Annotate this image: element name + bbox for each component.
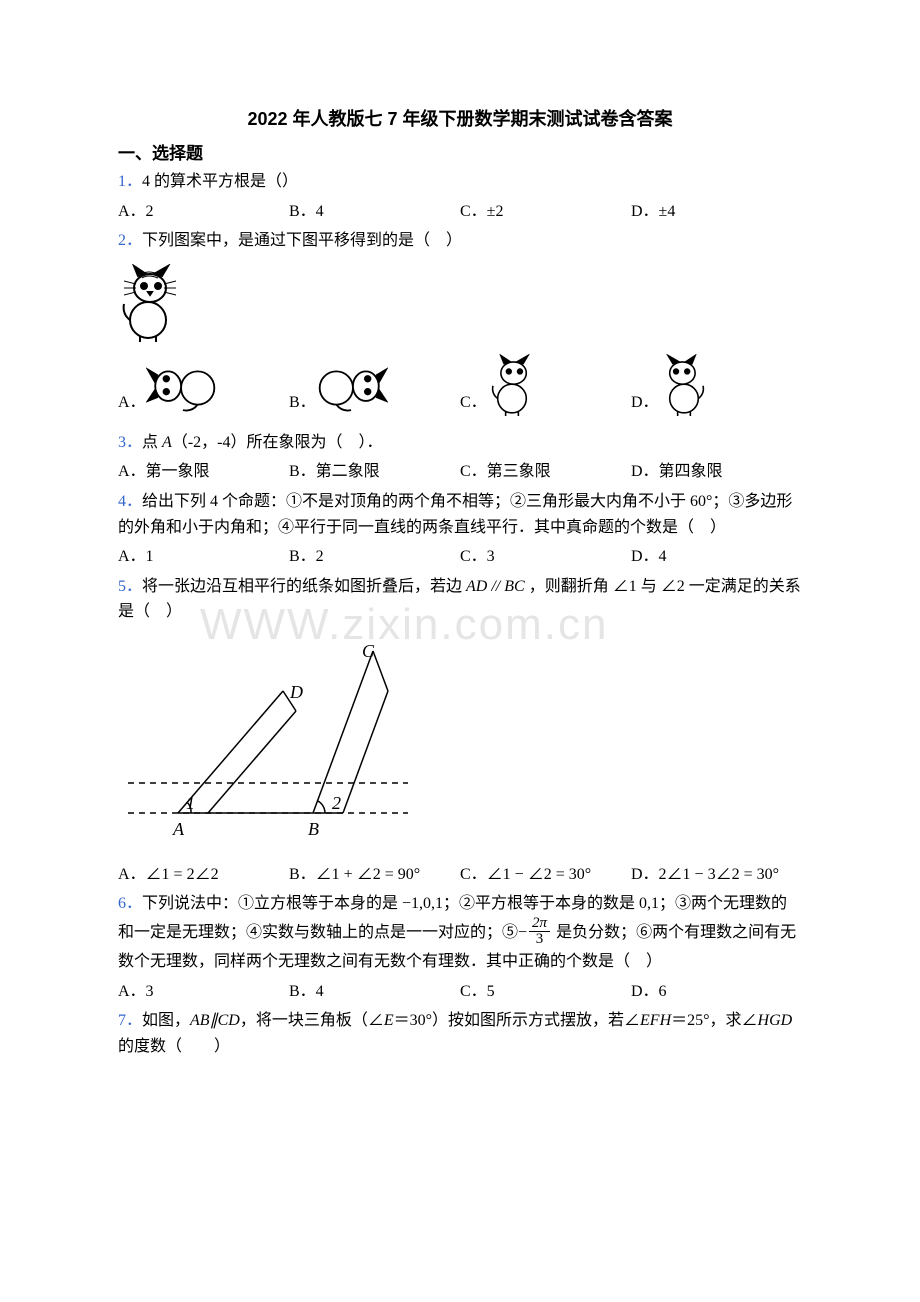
q3-opt-a: A．第一象限	[118, 459, 289, 485]
q3-opt-d: D．第四象限	[631, 459, 802, 485]
question-2: 2．下列图案中，是通过下图平移得到的是（ ）	[118, 228, 802, 254]
q4-opt-c: C．3	[460, 544, 631, 570]
q2-opt-a-label: A．	[118, 390, 146, 416]
q6-fraction: 2π3	[529, 916, 550, 949]
q7-text2: ，将一块三角板（∠	[240, 1012, 384, 1029]
q7-text1: 如图，	[142, 1012, 190, 1029]
q2-original-figure	[118, 264, 802, 342]
q1-options: A．2 B．4 C．±2 D．±4	[118, 199, 802, 225]
q2-opt-d: D．	[631, 354, 802, 416]
question-7: 7．如图，AB∥CD，将一块三角板（∠E＝30°）按如图所示方式摆放，若∠EFH…	[118, 1008, 802, 1059]
q2-opt-d-label: D．	[631, 390, 659, 416]
q4-opt-d: D．4	[631, 544, 802, 570]
q1-opt-d: D．±4	[631, 199, 802, 225]
q3-options: A．第一象限 B．第二象限 C．第三象限 D．第四象限	[118, 459, 802, 485]
q3-opt-c: C．第三象限	[460, 459, 631, 485]
q2-options: A． B．	[118, 354, 802, 416]
q1-opt-c: C．±2	[460, 199, 631, 225]
question-4: 4．给出下列 4 个命题：①不是对顶角的两个角不相等；②三角形最大内角不小于 6…	[118, 489, 802, 540]
q2-opt-c-label: C．	[460, 390, 487, 416]
cat-icon-rotated-right	[316, 360, 388, 416]
q7-ang-hgd: HGD	[758, 1012, 793, 1029]
q7-text3: ＝30°）按如图所示方式摆放，若∠	[394, 1012, 640, 1029]
svg-text:B: B	[308, 819, 319, 839]
q6-frac-den: 3	[529, 932, 550, 948]
q3-point: A	[162, 434, 172, 451]
q5-figure: C D 1 2 A B	[118, 643, 802, 852]
page-title: 2022 年人教版七 7 年级下册数学期末测试试卷含答案	[118, 105, 802, 134]
q7-parallel: AB∥CD	[190, 1012, 240, 1029]
q6-opt-c: C．5	[460, 979, 631, 1005]
cat-icon-rotated-left	[146, 360, 218, 416]
svg-text:1: 1	[186, 793, 195, 813]
q7-text5: 的度数（ ）	[118, 1038, 230, 1055]
q5-opt-d: D．2∠1 − 3∠2 = 30°	[631, 862, 802, 888]
q6-frac-num: 2π	[529, 916, 550, 933]
q2-opt-c: C．	[460, 354, 631, 416]
cat-icon	[118, 264, 178, 342]
q2-text: 下列图案中，是通过下图平移得到的是（ ）	[142, 232, 462, 249]
q4-options: A．1 B．2 C．3 D．4	[118, 544, 802, 570]
q2-opt-b: B．	[289, 360, 460, 416]
q3-opt-b: B．第二象限	[289, 459, 460, 485]
question-1: 1．4 的算术平方根是（）	[118, 169, 802, 195]
qnum-3: 3．	[118, 434, 142, 451]
q2-opt-b-label: B．	[289, 390, 316, 416]
q4-text: 给出下列 4 个命题：①不是对顶角的两个角不相等；②三角形最大内角不小于 60°…	[118, 493, 792, 536]
qnum-1: 1．	[118, 173, 142, 190]
fold-diagram: C D 1 2 A B	[118, 643, 418, 843]
q7-text4: ＝25°，求∠	[671, 1012, 757, 1029]
svg-text:D: D	[289, 682, 303, 702]
svg-text:C: C	[362, 643, 375, 661]
page-content: 2022 年人教版七 7 年级下册数学期末测试试卷含答案 一、选择题 1．4 的…	[118, 105, 802, 1060]
q5-text1: 将一张边沿互相平行的纸条如图折叠后，若边	[142, 578, 466, 595]
cat-icon-same	[487, 354, 537, 416]
qnum-6: 6．	[118, 895, 142, 912]
cat-icon-mirrored	[659, 354, 709, 416]
svg-text:A: A	[172, 819, 185, 839]
q2-opt-a: A．	[118, 360, 289, 416]
q1-text: 4 的算术平方根是（）	[142, 173, 298, 190]
q6-opt-a: A．3	[118, 979, 289, 1005]
question-3: 3．点 A（-2，-4）所在象限为（ ）．	[118, 430, 802, 456]
qnum-7: 7．	[118, 1012, 142, 1029]
q3-coords: （-2，-4）所在象限为（ ）．	[172, 434, 383, 451]
section-heading-1: 一、选择题	[118, 140, 802, 167]
q5-parallel: AD // BC	[466, 578, 525, 595]
q1-opt-a: A．2	[118, 199, 289, 225]
qnum-2: 2．	[118, 232, 142, 249]
q5-options: A．∠1 = 2∠2 B．∠1 + ∠2 = 90° C．∠1 − ∠2 = 3…	[118, 862, 802, 888]
q1-opt-b: B．4	[289, 199, 460, 225]
q5-opt-c: C．∠1 − ∠2 = 30°	[460, 862, 631, 888]
q5-opt-b: B．∠1 + ∠2 = 90°	[289, 862, 460, 888]
q7-ang-efh: EFH	[640, 1012, 671, 1029]
q6-opt-d: D．6	[631, 979, 802, 1005]
q3-prefix: 点	[142, 434, 162, 451]
question-6: 6．下列说法中：①立方根等于本身的是 −1,0,1；②平方根等于本身的数是 0,…	[118, 891, 802, 975]
q6-options: A．3 B．4 C．5 D．6	[118, 979, 802, 1005]
q7-ang-e: E	[384, 1012, 394, 1029]
q4-opt-b: B．2	[289, 544, 460, 570]
q4-opt-a: A．1	[118, 544, 289, 570]
svg-text:2: 2	[332, 793, 341, 813]
q5-opt-a: A．∠1 = 2∠2	[118, 862, 289, 888]
q6-opt-b: B．4	[289, 979, 460, 1005]
qnum-4: 4．	[118, 493, 142, 510]
question-5: 5．将一张边沿互相平行的纸条如图折叠后，若边 AD // BC ，则翻折角 ∠1…	[118, 574, 802, 625]
q6-neg: −	[518, 924, 527, 941]
qnum-5: 5．	[118, 578, 142, 595]
